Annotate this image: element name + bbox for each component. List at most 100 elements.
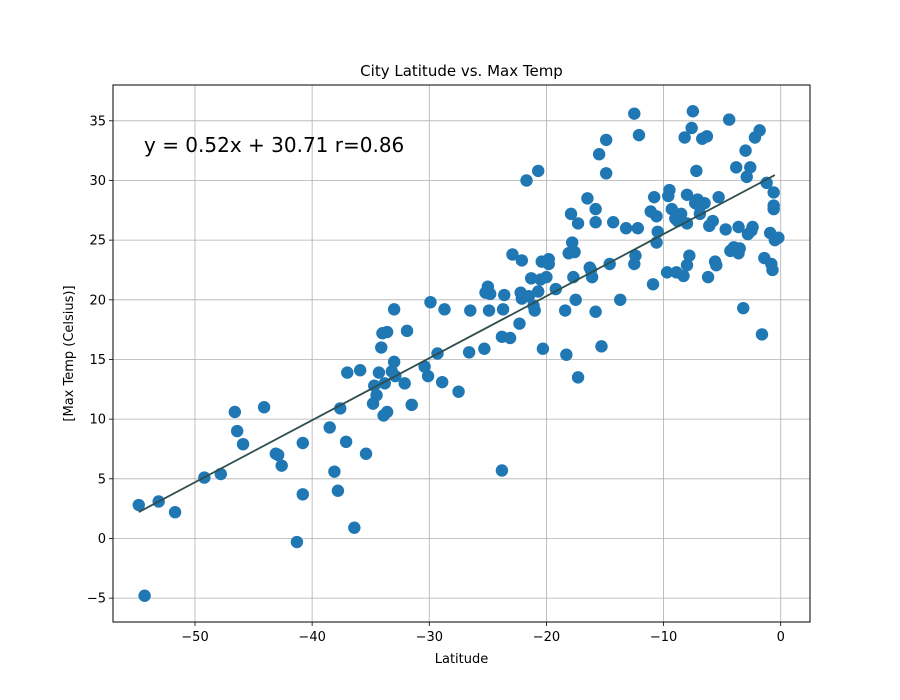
data-point: [271, 448, 285, 462]
data-point: [405, 398, 418, 412]
data-point: [744, 161, 757, 174]
data-point: [418, 360, 431, 373]
data-point: [710, 258, 723, 272]
regression-line-group: [138, 174, 776, 513]
data-point: [228, 405, 242, 419]
data-point: [478, 342, 491, 355]
data-point: [730, 161, 743, 174]
data-point: [760, 176, 773, 190]
x-tick-label: −10: [650, 630, 677, 645]
data-point: [257, 401, 271, 414]
data-point: [536, 342, 550, 355]
y-tick-label: 20: [89, 293, 106, 308]
data-point: [564, 207, 578, 221]
data-point: [690, 164, 703, 178]
data-point: [400, 324, 414, 338]
x-tick-label: −40: [298, 630, 325, 645]
data-point: [462, 346, 476, 359]
data-point: [614, 293, 627, 306]
data-point: [719, 223, 732, 236]
y-axis-label: [Max Temp (Celsius)]: [62, 285, 77, 421]
data-point: [631, 222, 644, 235]
data-point: [680, 188, 694, 201]
data-point: [214, 467, 227, 481]
data-point: [632, 128, 646, 142]
data-point: [755, 328, 769, 341]
data-point: [569, 293, 582, 306]
y-tick-label: 35: [89, 114, 106, 129]
data-point: [712, 190, 725, 204]
data-point: [398, 377, 411, 390]
y-tick-label: 0: [98, 532, 106, 547]
data-point: [387, 355, 401, 369]
x-axis-label: Latitude: [435, 652, 489, 667]
data-point: [558, 304, 572, 317]
data-point: [772, 231, 785, 244]
data-point: [646, 278, 660, 291]
data-point: [683, 249, 696, 262]
data-point: [375, 341, 388, 354]
data-point: [328, 465, 341, 478]
data-point: [387, 303, 401, 316]
data-point: [651, 225, 664, 238]
data-point: [464, 304, 477, 317]
data-point: [767, 186, 780, 199]
data-points: [132, 105, 785, 602]
data-point: [678, 131, 691, 144]
data-point: [503, 331, 517, 345]
data-point: [619, 222, 633, 235]
data-point: [380, 405, 394, 419]
data-point: [766, 263, 779, 277]
data-point: [353, 364, 367, 377]
chart-title: City Latitude vs. Max Temp: [360, 62, 563, 80]
data-point: [753, 124, 766, 137]
data-point: [629, 249, 642, 262]
data-point: [701, 270, 715, 284]
data-point: [581, 192, 594, 205]
data-point: [648, 190, 661, 204]
data-point: [515, 254, 529, 267]
data-point: [607, 216, 620, 229]
data-point: [739, 144, 752, 157]
data-point: [589, 202, 602, 216]
data-point: [568, 245, 581, 259]
data-point: [737, 301, 750, 315]
data-point: [296, 488, 309, 501]
data-point: [532, 164, 545, 178]
y-tick-label: 15: [89, 353, 106, 368]
data-point: [571, 217, 585, 230]
data-point: [592, 148, 606, 161]
data-point: [589, 305, 602, 318]
data-point: [339, 435, 353, 449]
data-point: [663, 183, 676, 197]
data-point: [513, 317, 526, 330]
data-point: [566, 236, 579, 249]
data-point: [685, 121, 698, 135]
data-point: [424, 295, 437, 309]
data-point: [767, 202, 780, 216]
grid: [113, 85, 810, 622]
data-point: [341, 366, 354, 379]
data-point: [482, 304, 496, 317]
data-point: [495, 464, 509, 477]
data-point: [498, 288, 511, 302]
data-point: [334, 402, 347, 415]
data-point: [722, 113, 736, 126]
x-tick-label: −50: [181, 630, 208, 645]
data-point: [370, 389, 383, 402]
y-tick-label: 10: [89, 413, 106, 428]
data-point: [680, 258, 694, 272]
y-tick-label: 30: [89, 174, 106, 189]
data-point: [372, 366, 386, 379]
data-point: [660, 266, 674, 279]
data-point: [496, 303, 510, 316]
data-point: [540, 270, 553, 284]
data-point: [560, 348, 573, 361]
data-point: [348, 521, 361, 534]
data-point: [571, 371, 585, 384]
regression-line: [138, 174, 776, 513]
data-point: [674, 207, 688, 221]
data-point: [331, 484, 345, 497]
